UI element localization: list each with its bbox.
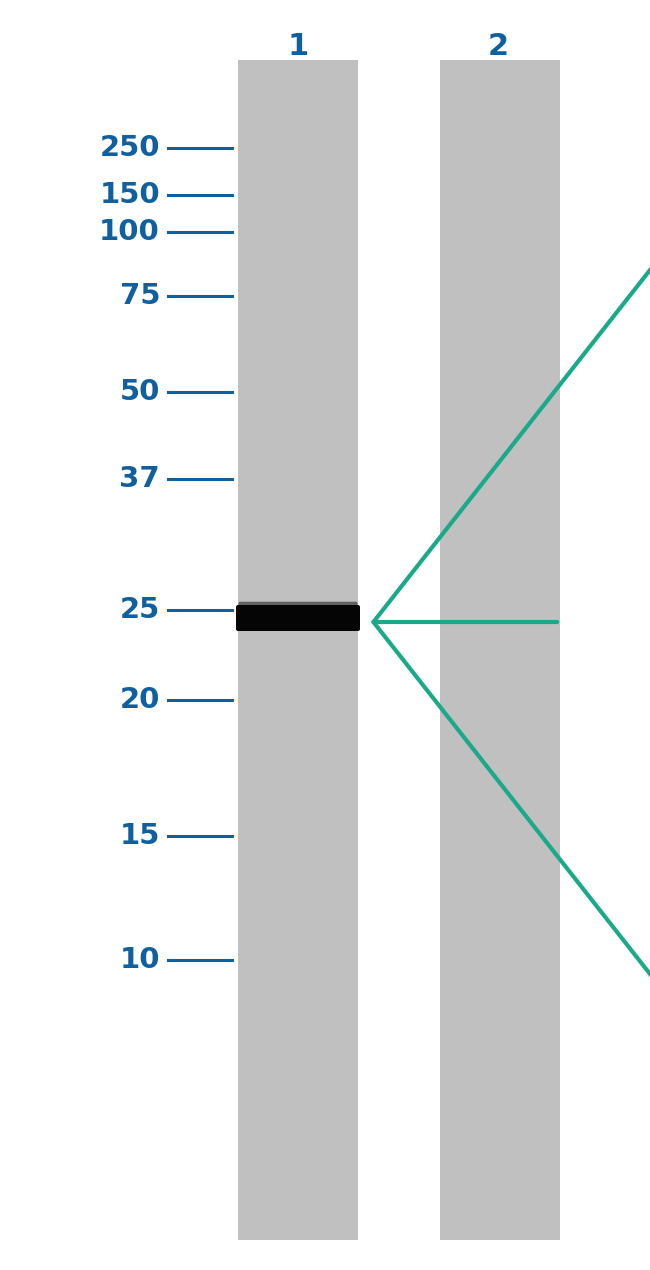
Text: 20: 20 bbox=[120, 686, 160, 714]
Bar bbox=[238, 60, 358, 1240]
Text: 1: 1 bbox=[287, 32, 309, 61]
FancyBboxPatch shape bbox=[239, 602, 358, 612]
FancyBboxPatch shape bbox=[236, 605, 360, 631]
Text: 75: 75 bbox=[120, 282, 160, 310]
Text: 50: 50 bbox=[120, 378, 160, 406]
Bar bbox=[440, 60, 560, 1240]
Text: 37: 37 bbox=[119, 465, 160, 493]
Text: 2: 2 bbox=[488, 32, 508, 61]
Text: 10: 10 bbox=[120, 946, 160, 974]
Text: 15: 15 bbox=[120, 822, 160, 850]
Text: 25: 25 bbox=[120, 596, 160, 624]
Text: 150: 150 bbox=[99, 182, 160, 210]
Text: 250: 250 bbox=[99, 135, 160, 163]
Text: 100: 100 bbox=[99, 218, 160, 246]
